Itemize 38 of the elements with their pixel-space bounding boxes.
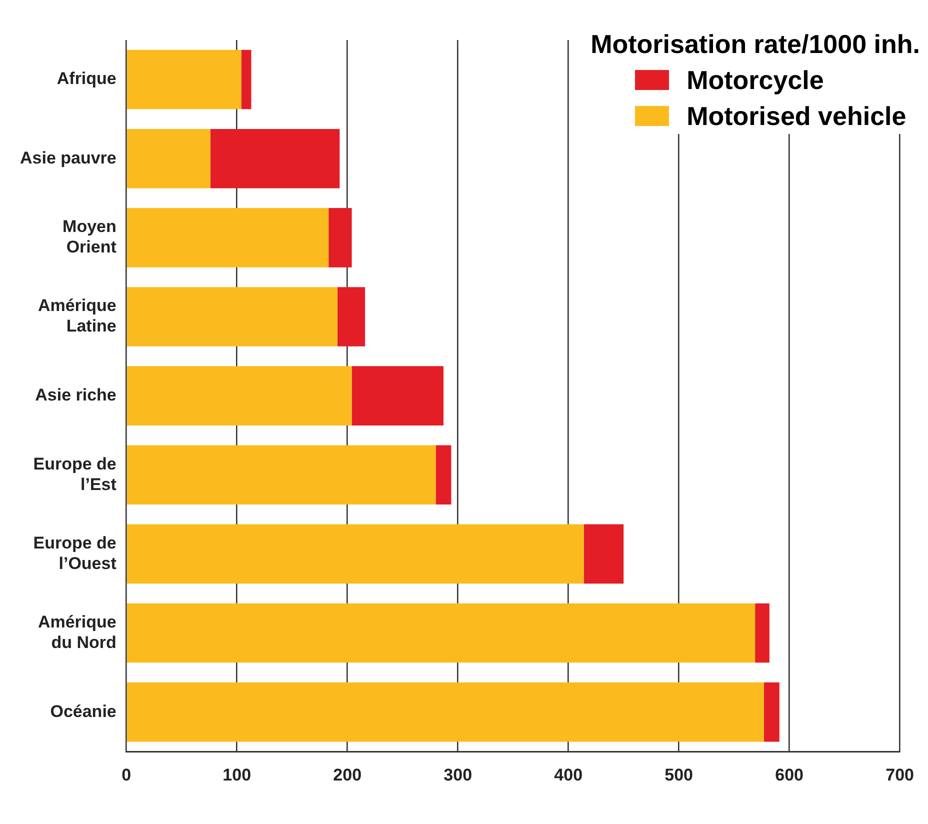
bar — [127, 366, 352, 426]
y-tick-label: Océanie — [50, 702, 116, 721]
y-tick-label: Moyen Orient — [62, 217, 117, 257]
x-tick-label: 400 — [554, 765, 583, 784]
y-tick-label: Europe de l’Est — [33, 454, 117, 494]
bar — [127, 287, 338, 346]
bar — [328, 208, 352, 268]
y-tick-label: Amérique Latine — [38, 296, 116, 336]
x-tick-label: 200 — [333, 765, 362, 784]
bar — [764, 682, 780, 742]
bar — [584, 524, 624, 584]
y-tick-label: Asie riche — [35, 385, 116, 404]
bar — [127, 50, 242, 110]
x-tick-label: 300 — [444, 765, 472, 784]
x-tick-label: 600 — [775, 765, 804, 784]
bar — [436, 445, 452, 505]
y-tick-label: Amérique du Nord — [38, 612, 116, 652]
y-tick-label: Afrique — [56, 69, 116, 88]
bar — [337, 287, 366, 346]
bar — [755, 603, 770, 663]
bar — [127, 128, 210, 188]
bar — [127, 524, 584, 584]
bar — [352, 366, 444, 426]
x-tick-label: 100 — [222, 765, 252, 784]
bar — [127, 682, 764, 742]
y-tick-label: Europe de l’Ouest — [33, 533, 117, 573]
bar — [127, 208, 329, 268]
bar — [210, 128, 340, 188]
bar — [241, 50, 252, 110]
legend-title: Motorisation rate/1000 inh. — [590, 28, 920, 61]
x-tick-label: 500 — [664, 765, 694, 784]
legend-label: Motorised vehicle — [686, 100, 906, 133]
bar — [127, 445, 436, 505]
x-tick-label: 0 — [122, 765, 132, 784]
y-tick-label: Asie pauvre — [20, 148, 116, 168]
bar — [127, 603, 756, 663]
x-tick-label: 700 — [886, 765, 914, 784]
legend-label: Motorcycle — [686, 64, 824, 97]
